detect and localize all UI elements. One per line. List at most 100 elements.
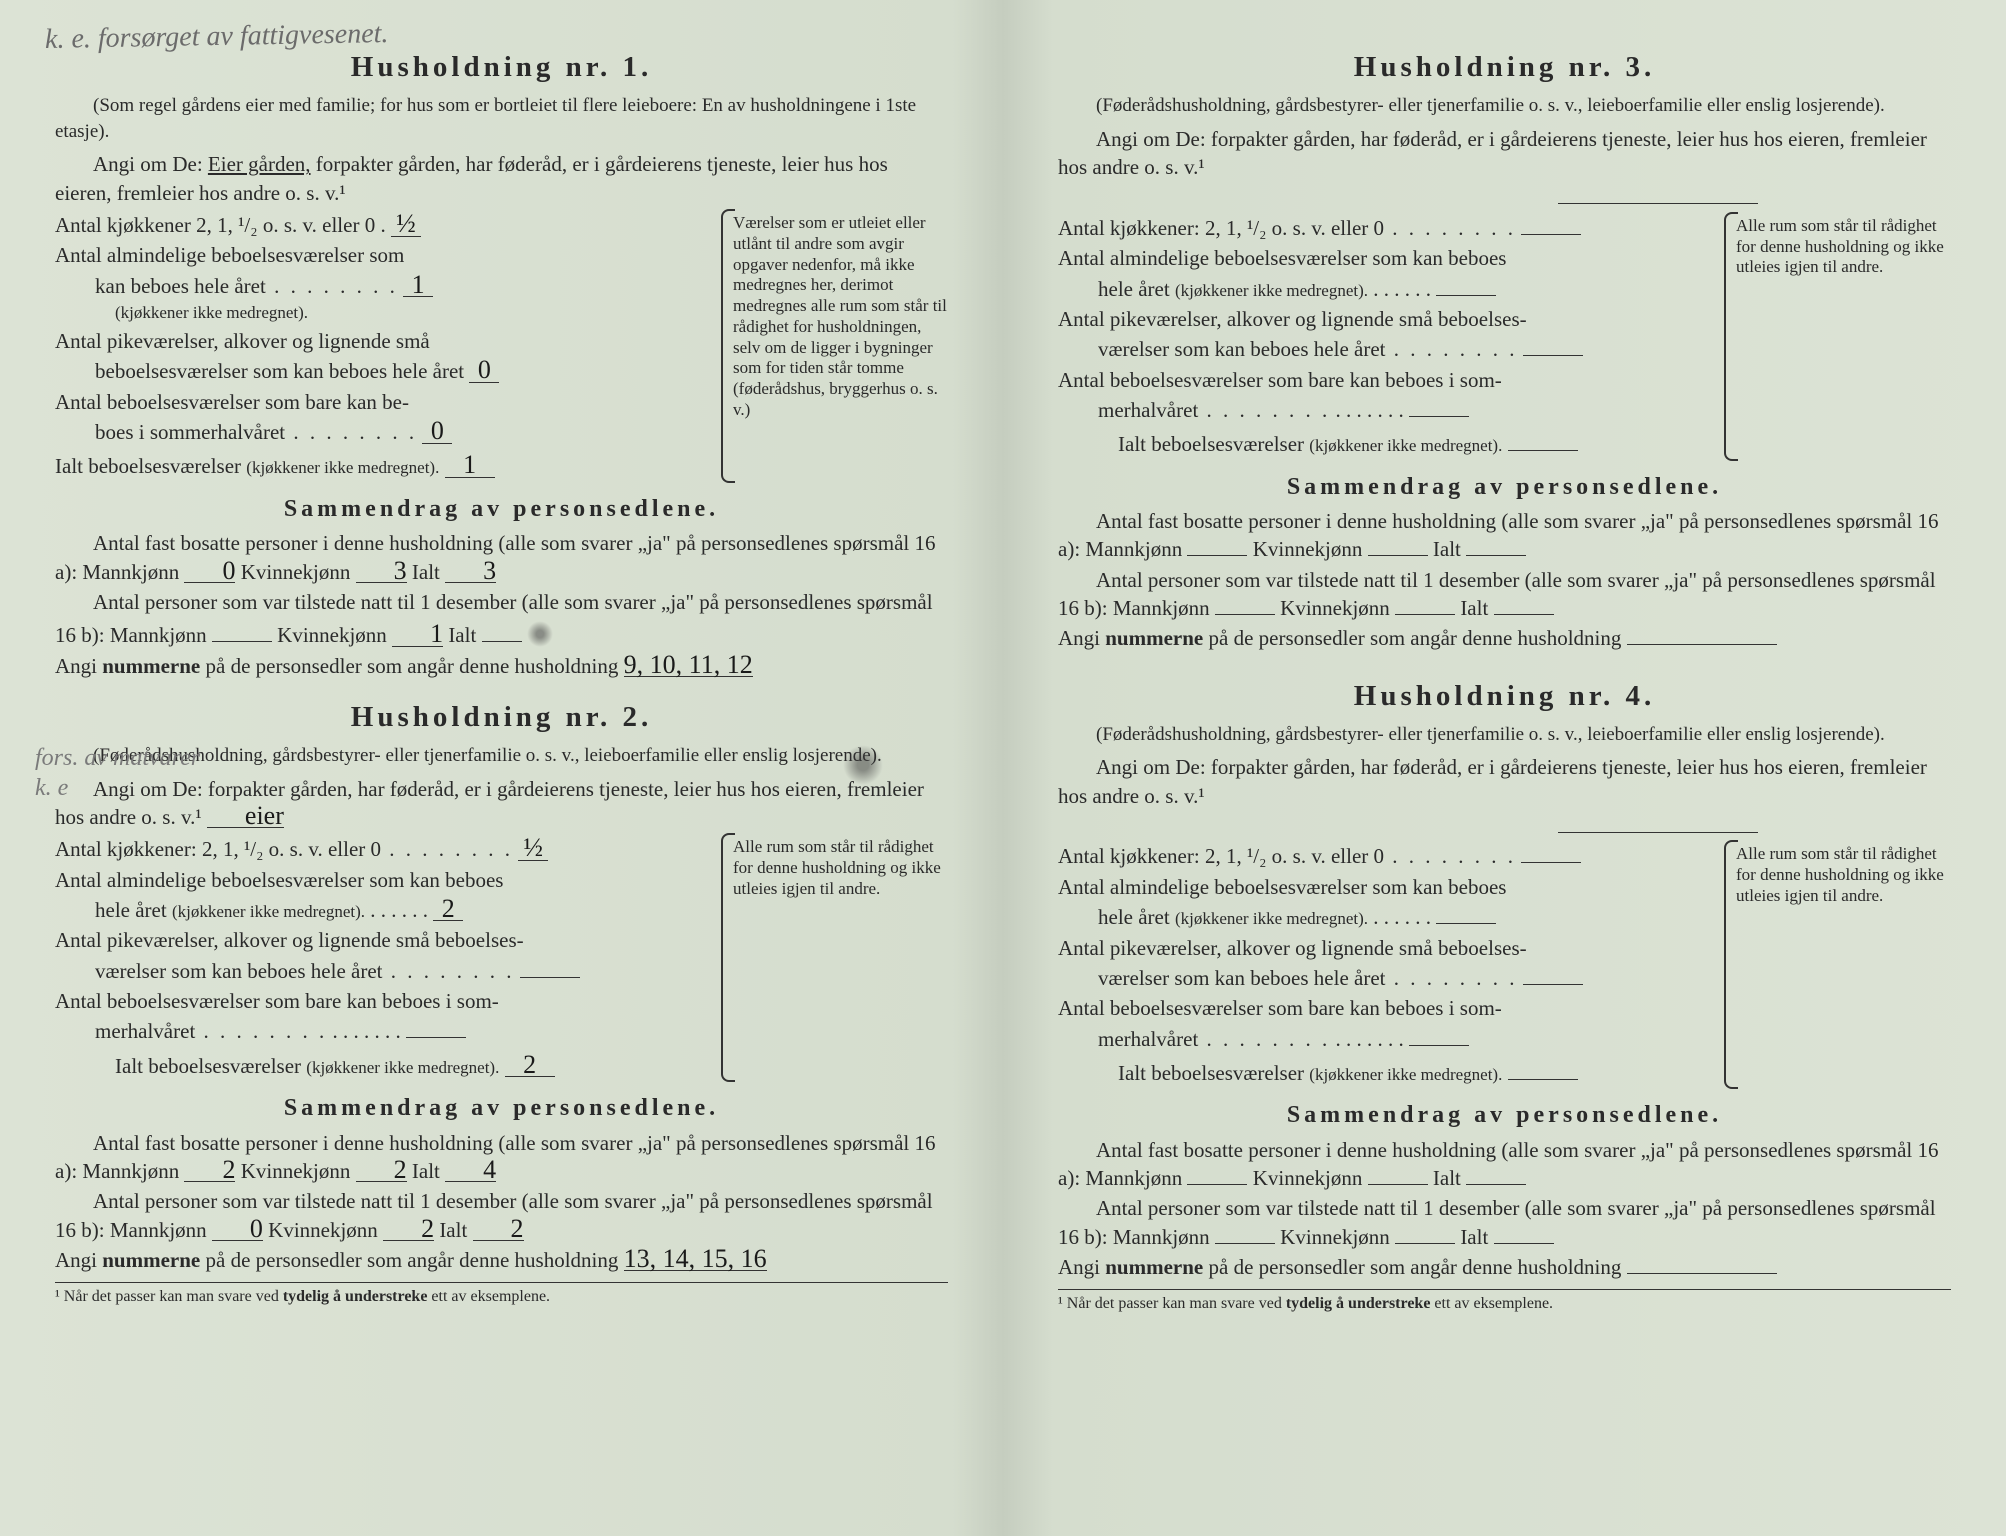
h3-sam2-m bbox=[1215, 614, 1275, 615]
h3-angi: Angi om De: forpakter gården, har føderå… bbox=[1058, 125, 1951, 182]
h1-sidenote: Værelser som er utleiet eller utlånt til… bbox=[733, 209, 948, 483]
h2-angi-hw: eier bbox=[207, 804, 284, 828]
h1-side-text: Værelser som er utleiet eller utlånt til… bbox=[733, 213, 947, 419]
h1-num-angi: Angi bbox=[55, 654, 97, 678]
h2-l1-value: ½ bbox=[518, 836, 548, 860]
right-page: Husholdning nr. 3. (Føderådshusholdning,… bbox=[1003, 0, 2006, 1536]
h1-num-rest: på de personsedler som angår denne husho… bbox=[206, 654, 619, 678]
h3-sam1-text: Antal fast bosatte personer i denne hush… bbox=[1058, 509, 1939, 561]
h4-side-text: Alle rum som står til rådighet for denne… bbox=[1736, 844, 1944, 904]
h2-angi: Angi om De: forpakter gården, har føderå… bbox=[55, 775, 948, 832]
h1-angi: Angi om De: Eier gården, forpakter gårde… bbox=[55, 150, 948, 207]
h4-sam1-k bbox=[1368, 1184, 1428, 1185]
h3-sam-title: Sammendrag av personsedlene. bbox=[1058, 471, 1951, 503]
h1-sam1-m: 0 bbox=[184, 559, 235, 583]
h2-l1: Antal kjøkkener: 2, 1, ¹/₂ o. s. v. elle… bbox=[55, 837, 513, 861]
h1-kv2: Kvinnekjønn bbox=[277, 623, 387, 647]
h4-ialt2: Ialt bbox=[1460, 1225, 1488, 1249]
h1-tot-note: (kjøkkener ikke medregnet). bbox=[246, 458, 439, 477]
h1-l3-value: 0 bbox=[469, 358, 499, 382]
h3-sam1-i bbox=[1466, 555, 1526, 556]
h3-l2a: Antal almindelige beboelsesværelser som … bbox=[1058, 246, 1506, 270]
h3-tot-value bbox=[1508, 450, 1578, 451]
h2-sidenote: Alle rum som står til rådighet for denne… bbox=[733, 833, 948, 1082]
h3-ialt2: Ialt bbox=[1460, 596, 1488, 620]
fn-bold-r: tydelig å understreke bbox=[1286, 1295, 1431, 1312]
h2-sam1-m: 2 bbox=[184, 1158, 235, 1182]
h2-ialt: Ialt bbox=[412, 1159, 440, 1183]
h2-tot-value: 2 bbox=[505, 1053, 555, 1077]
h2-sam2-m: 0 bbox=[212, 1217, 263, 1241]
h3-block: Antal kjøkkener: 2, 1, ¹/₂ o. s. v. elle… bbox=[1058, 212, 1951, 461]
h2-num: Angi nummerne på de personsedler som ang… bbox=[55, 1246, 948, 1274]
h3-l4b: merhalvåret bbox=[1098, 398, 1330, 422]
h4-angi-blank bbox=[1558, 832, 1758, 833]
handwriting-top: k. e. forsørget av fattigvesenet. bbox=[45, 15, 389, 59]
h4-sam1-text: Antal fast bosatte personer i denne hush… bbox=[1058, 1138, 1939, 1190]
h3-tot-note: (kjøkkener ikke medregnet). bbox=[1309, 436, 1502, 455]
h3-sam2: Antal personer som var tilstede natt til… bbox=[1058, 566, 1951, 623]
h1-sam2: Antal personer som var tilstede natt til… bbox=[55, 588, 948, 650]
h4-l3a: Antal pikeværelser, alkover og lignende … bbox=[1058, 936, 1527, 960]
h3-sam1: Antal fast bosatte personer i denne hush… bbox=[1058, 507, 1951, 564]
h1-sam1-k: 3 bbox=[356, 559, 407, 583]
h1-l4b: boes i sommerhalvåret bbox=[95, 420, 417, 444]
h4-sam1: Antal fast bosatte personer i denne hush… bbox=[1058, 1136, 1951, 1193]
h4-angi: Angi om De: forpakter gården, har føderå… bbox=[1058, 753, 1951, 810]
h1-num-bold: nummerne bbox=[102, 654, 200, 678]
h3-kv: Kvinnekjønn bbox=[1253, 537, 1363, 561]
h1-sam1: Antal fast bosatte personer i denne hush… bbox=[55, 529, 948, 586]
h1-l3b: beboelsesværelser som kan beboes hele år… bbox=[95, 359, 464, 383]
h2-side-text: Alle rum som står til rådighet for denne… bbox=[733, 837, 941, 897]
h1-sam2-text: Antal personer som var tilstede natt til… bbox=[55, 590, 933, 647]
h1-l2a: Antal almindelige beboelsesværelser som bbox=[55, 243, 404, 267]
h3-l2-value bbox=[1436, 295, 1496, 296]
brace3-icon bbox=[1724, 212, 1738, 461]
left-footnote: ¹ Når det passer kan man svare ved tydel… bbox=[55, 1282, 948, 1308]
h4-l3b: værelser som kan beboes hele året bbox=[1098, 966, 1517, 990]
h3-sidenote: Alle rum som står til rådighet for denne… bbox=[1736, 212, 1951, 461]
h4-num: Angi nummerne på de personsedler som ang… bbox=[1058, 1253, 1951, 1281]
h4-sam2-m bbox=[1215, 1243, 1275, 1244]
h1-l4a: Antal beboelsesværelser som bare kan be- bbox=[55, 390, 409, 414]
h2-angi-text: Angi om De: forpakter gården, har føderå… bbox=[55, 777, 924, 829]
fn-end: ett av eksemplene. bbox=[431, 1288, 550, 1305]
h2-num-value: 13, 14, 15, 16 bbox=[624, 1247, 767, 1271]
h4-kv: Kvinnekjønn bbox=[1253, 1166, 1363, 1190]
h2-l2-value: 2 bbox=[433, 897, 463, 921]
h2-title: Husholdning nr. 2. bbox=[55, 698, 948, 737]
fn-marker-r: ¹ bbox=[1058, 1295, 1063, 1312]
h2-l4b: merhalvåret bbox=[95, 1019, 327, 1043]
h2-l3-value bbox=[520, 977, 580, 978]
h3-angi-blank bbox=[1558, 203, 1758, 204]
h1-sam2-m bbox=[212, 641, 272, 642]
h2-l4a: Antal beboelsesværelser som bare kan beb… bbox=[55, 989, 499, 1013]
h1-block: Antal kjøkkener 2, 1, ¹/₂ o. s. v. eller… bbox=[55, 209, 948, 483]
h1-ialt-lbl: Ialt bbox=[412, 560, 440, 584]
fn-marker: ¹ bbox=[55, 1288, 60, 1305]
h1-tot-value: 1 bbox=[445, 453, 495, 477]
h3-l3b: værelser som kan beboes hele året bbox=[1098, 337, 1517, 361]
h3-title: Husholdning nr. 3. bbox=[1058, 48, 1951, 87]
h3-side-text: Alle rum som står til rådighet for denne… bbox=[1736, 216, 1944, 276]
h3-l2c: (kjøkkener ikke medregnet). bbox=[1175, 281, 1368, 300]
h3-num-bold: nummerne bbox=[1105, 626, 1203, 650]
brace-icon bbox=[721, 209, 735, 483]
h1-angi-label: Angi om De: bbox=[93, 152, 203, 176]
h3-l1-value bbox=[1521, 234, 1581, 235]
h2-sam2: Antal personer som var tilstede natt til… bbox=[55, 1187, 948, 1244]
h4-sam1-i bbox=[1466, 1184, 1526, 1185]
h3-ialt: Ialt bbox=[1433, 537, 1461, 561]
h1-kv-lbl: Kvinnekjønn bbox=[241, 560, 351, 584]
h3-sam1-m bbox=[1187, 555, 1247, 556]
h4-tot: Ialt beboelsesværelser bbox=[1118, 1061, 1304, 1085]
h2-sam2-i: 2 bbox=[473, 1217, 524, 1241]
h4-num-value bbox=[1627, 1273, 1777, 1274]
h1-l1-value: ½ bbox=[391, 212, 421, 236]
h1-eier: Eier gården, bbox=[208, 152, 311, 176]
h2-kv2: Kvinnekjønn bbox=[268, 1218, 378, 1242]
right-footnote: ¹ Når det passer kan man svare ved tydel… bbox=[1058, 1289, 1951, 1315]
h3-intro: (Føderådshusholdning, gårdsbestyrer- ell… bbox=[1058, 93, 1951, 119]
brace2-icon bbox=[721, 833, 735, 1082]
h2-kv: Kvinnekjønn bbox=[241, 1159, 351, 1183]
